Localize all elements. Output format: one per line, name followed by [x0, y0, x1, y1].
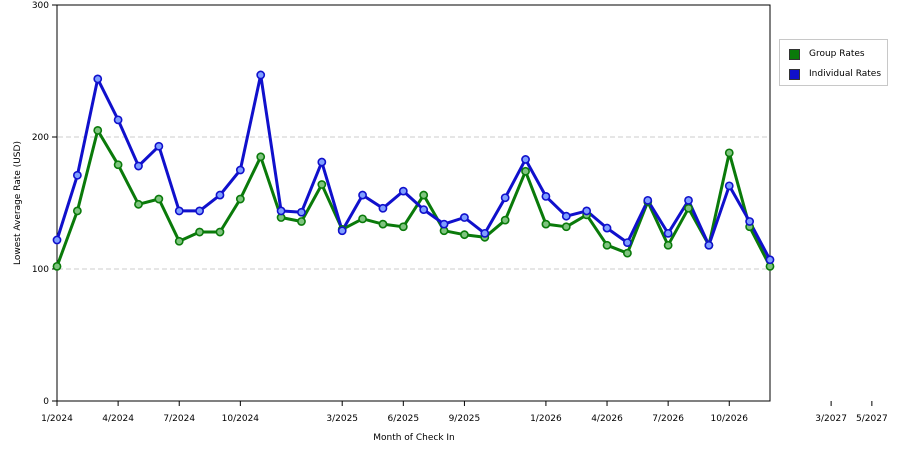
data-point-individual-rates	[541, 191, 551, 201]
data-point-individual-rates	[215, 190, 225, 200]
legend-item-group-rates: Group Rates	[789, 48, 865, 60]
x-tick-label: 3/2027	[815, 414, 847, 424]
data-point-individual-rates	[602, 223, 612, 233]
series-lines	[55, 73, 772, 268]
y-tick-label: 200	[32, 133, 49, 143]
x-tick-label: 4/2026	[591, 414, 623, 424]
x-tick-label: 5/2027	[856, 414, 888, 424]
x-tick-label: 10/2026	[711, 414, 749, 424]
data-points	[52, 70, 775, 271]
data-point-group-rates	[684, 203, 693, 213]
axes: 0 100 200 300 1/2024 4/2024 7/2024 10/2024 3/202…	[32, 1, 888, 424]
data-point-group-rates	[113, 160, 123, 170]
data-point-individual-rates	[256, 70, 266, 80]
data-point-group-rates	[398, 222, 408, 232]
data-point-individual-rates	[72, 170, 82, 180]
data-point-individual-rates	[134, 161, 143, 171]
data-point-individual-rates	[337, 226, 347, 236]
data-point-group-rates	[724, 148, 734, 158]
data-point-individual-rates	[684, 195, 693, 205]
data-point-group-rates	[419, 190, 429, 200]
data-point-individual-rates	[195, 206, 204, 216]
data-point-individual-rates	[174, 206, 184, 216]
data-point-group-rates	[317, 180, 327, 189]
data-point-individual-rates	[154, 141, 164, 151]
data-point-group-rates	[52, 261, 62, 271]
data-point-group-rates	[623, 248, 632, 258]
data-point-individual-rates	[765, 255, 775, 265]
legend-item-individual-rates: Individual Rates	[789, 68, 881, 80]
data-point-individual-rates	[398, 186, 408, 196]
data-point-group-rates	[663, 240, 673, 250]
x-tick-label: 1/2024	[41, 414, 73, 424]
x-tick-label: 9/2025	[449, 414, 481, 424]
x-tick-label: 3/2025	[326, 414, 358, 424]
data-point-individual-rates	[276, 206, 286, 216]
data-point-group-rates	[460, 230, 469, 240]
x-tick-label: 1/2026	[530, 414, 562, 424]
x-tick-label: 7/2024	[163, 414, 195, 424]
legend: Group Rates Individual Rates	[779, 39, 888, 86]
data-point-individual-rates	[113, 115, 123, 125]
data-point-group-rates	[297, 217, 306, 226]
data-point-individual-rates	[52, 235, 62, 245]
data-point-individual-rates	[378, 203, 388, 213]
data-point-individual-rates	[93, 74, 103, 84]
legend-label-individual-rates: Individual Rates	[809, 69, 882, 79]
legend-swatch-individual-rates	[789, 68, 800, 80]
data-point-individual-rates	[439, 219, 449, 229]
x-axis-title: Month of Check In	[373, 433, 455, 443]
data-point-individual-rates	[724, 181, 734, 191]
data-point-individual-rates	[745, 217, 755, 226]
data-point-individual-rates	[500, 193, 510, 203]
y-tick-label: 0	[43, 397, 49, 407]
data-point-group-rates	[174, 236, 184, 246]
data-point-group-rates	[358, 214, 367, 224]
data-point-individual-rates	[297, 207, 306, 217]
data-point-group-rates	[256, 152, 266, 162]
data-point-group-rates	[500, 215, 510, 225]
data-point-group-rates	[378, 219, 388, 229]
data-point-group-rates	[521, 166, 530, 176]
data-point-group-rates	[541, 219, 551, 229]
data-point-group-rates	[134, 199, 143, 209]
data-point-individual-rates	[480, 228, 490, 238]
data-point-individual-rates	[643, 195, 653, 205]
data-point-group-rates	[195, 227, 204, 237]
data-point-individual-rates	[460, 213, 469, 222]
plot-frame	[56, 4, 771, 402]
legend-swatch-group-rates	[789, 48, 800, 60]
x-tick-label: 4/2024	[102, 414, 134, 424]
data-point-group-rates	[72, 206, 82, 216]
plot-area	[56, 4, 771, 402]
y-axis-title: Lowest Average Rate (USD)	[13, 141, 23, 265]
data-point-individual-rates	[358, 190, 367, 200]
data-point-individual-rates	[235, 165, 245, 175]
data-point-group-rates	[235, 194, 245, 204]
data-point-individual-rates	[663, 228, 673, 238]
data-point-individual-rates	[521, 155, 530, 164]
series-line-individual-rates	[55, 73, 772, 261]
data-point-group-rates	[93, 125, 103, 135]
grid-lines	[58, 136, 769, 270]
legend-label-group-rates: Group Rates	[809, 49, 865, 59]
x-tick-label: 6/2025	[387, 414, 419, 424]
data-point-individual-rates	[704, 240, 714, 250]
data-point-group-rates	[154, 194, 164, 204]
data-point-individual-rates	[582, 206, 592, 216]
y-tick-label: 300	[32, 1, 49, 11]
data-point-individual-rates	[561, 211, 571, 221]
data-point-group-rates	[602, 240, 612, 250]
x-tick-label: 7/2026	[652, 414, 684, 424]
data-point-group-rates	[561, 222, 571, 232]
data-point-individual-rates	[623, 238, 632, 247]
data-point-individual-rates	[317, 157, 327, 167]
series-line-group-rates	[55, 128, 772, 268]
data-point-individual-rates	[419, 205, 429, 214]
y-tick-label: 100	[32, 265, 49, 275]
x-tick-label: 10/2024	[222, 414, 260, 424]
data-point-group-rates	[215, 227, 225, 237]
